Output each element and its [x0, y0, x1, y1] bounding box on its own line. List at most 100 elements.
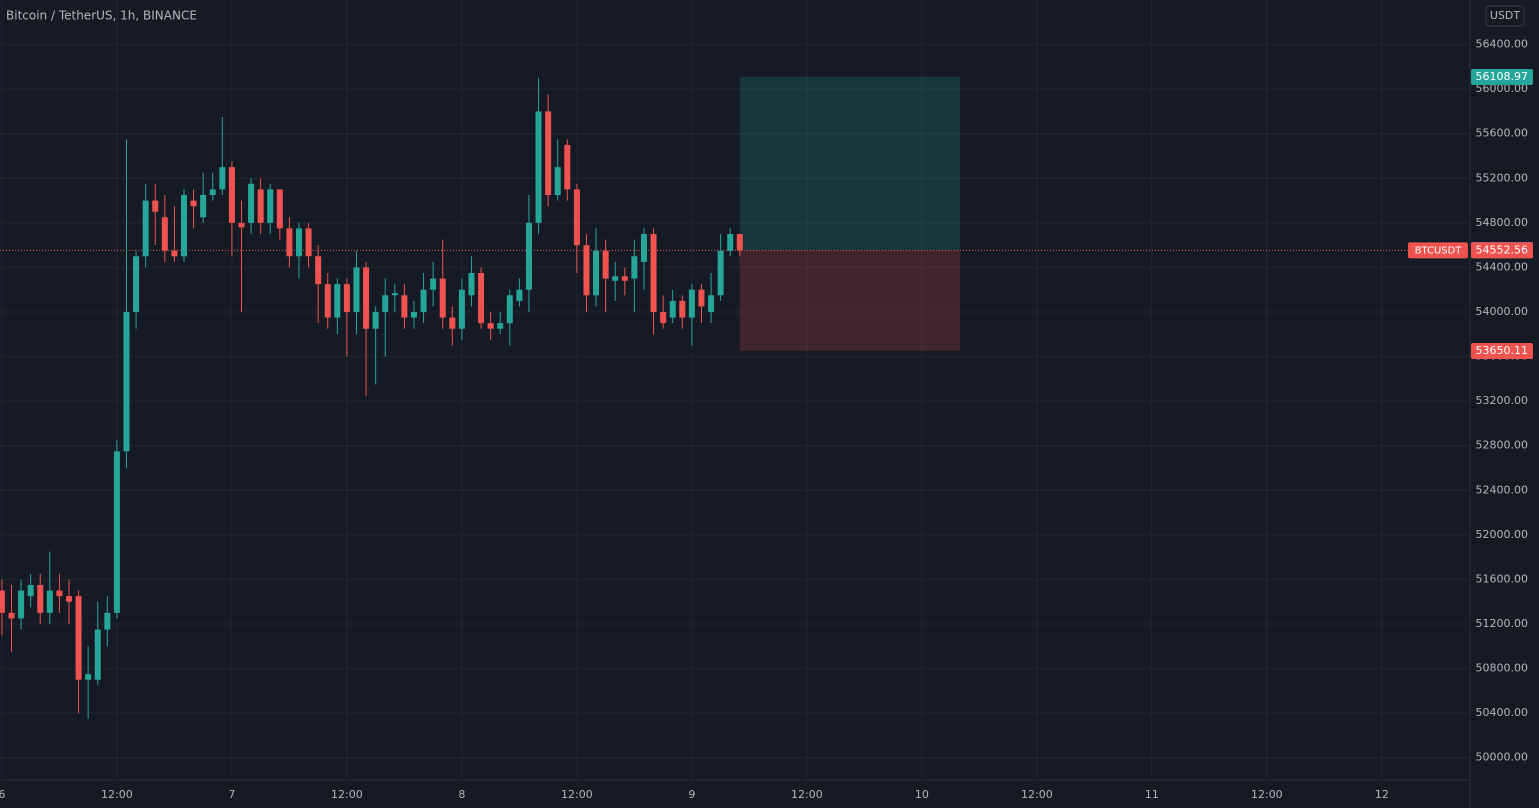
- candle-body: [219, 167, 226, 190]
- candle-body: [602, 250, 609, 279]
- candle-body: [439, 278, 446, 318]
- candle-body: [276, 189, 283, 229]
- candle-body: [315, 256, 322, 285]
- candle-body: [545, 111, 552, 195]
- y-tick-label: 52000.00: [1476, 528, 1529, 541]
- x-tick-label: 12:00: [561, 788, 593, 801]
- candle-body: [142, 200, 149, 257]
- x-tick-label: 7: [228, 788, 235, 801]
- y-tick-label: 56000.00: [1476, 82, 1529, 95]
- stop-zone: [739, 250, 961, 351]
- target-price-label-bg: [1471, 69, 1533, 86]
- candle-body: [248, 183, 255, 223]
- x-tick-label: 12:00: [1251, 788, 1283, 801]
- candle-body: [478, 273, 485, 324]
- candle-body: [305, 228, 312, 257]
- candle-body: [152, 200, 159, 212]
- candle-body: [228, 167, 235, 223]
- candle-body: [525, 222, 532, 290]
- candles: [0, 78, 743, 719]
- target-price-label: 56108.97: [1476, 70, 1529, 83]
- candle-body: [171, 250, 178, 257]
- candle-body: [497, 323, 504, 329]
- candle-body: [736, 234, 743, 251]
- x-tick-label: 12:00: [331, 788, 363, 801]
- candle-body: [660, 312, 667, 324]
- candle-body: [516, 289, 523, 301]
- y-tick-label: 55600.00: [1476, 127, 1529, 140]
- candle-body: [46, 590, 53, 613]
- candle-body: [324, 284, 331, 318]
- candle-body: [487, 323, 494, 329]
- candle-body: [113, 451, 120, 613]
- candle-body: [27, 585, 34, 597]
- x-tick-label: 6: [0, 788, 5, 801]
- target-zone: [739, 77, 961, 251]
- x-tick-label: 9: [688, 788, 695, 801]
- x-tick-label: 12:00: [1021, 788, 1053, 801]
- y-tick-label: 50400.00: [1476, 706, 1529, 719]
- y-tick-label: 54000.00: [1476, 305, 1529, 318]
- candle-body: [391, 293, 398, 296]
- x-tick-label: 8: [458, 788, 465, 801]
- chart-title: Bitcoin / TetherUS, 1h, BINANCE: [6, 9, 197, 23]
- y-tick-label: 52400.00: [1476, 483, 1529, 496]
- candle-body: [94, 629, 101, 680]
- candle-body: [564, 144, 571, 190]
- candle-body: [401, 295, 408, 318]
- candle-body: [458, 289, 465, 329]
- candle-body: [123, 312, 130, 452]
- candle-body: [650, 234, 657, 312]
- candle-body: [75, 596, 82, 680]
- candle-body: [161, 217, 168, 251]
- axes: 50000.00 50400.00 50800.00 51200.00 51600.00…: [0, 38, 1533, 801]
- candle-body: [56, 590, 63, 597]
- candle-body: [334, 284, 341, 318]
- candle-body: [698, 289, 705, 307]
- y-tick-label: 53200.00: [1476, 394, 1529, 407]
- candle-body: [0, 590, 5, 613]
- candle-body: [669, 300, 676, 318]
- last-price-label: 54552.56: [1476, 243, 1529, 256]
- position-boxes: [0, 77, 1470, 351]
- y-tick-label: 50800.00: [1476, 662, 1529, 675]
- candle-body: [727, 234, 734, 251]
- x-tick-label: 10: [915, 788, 929, 801]
- candle-body: [449, 317, 456, 329]
- candle-body: [18, 590, 25, 619]
- candle-body: [535, 111, 542, 223]
- candle-body: [267, 189, 274, 223]
- candle-body: [363, 267, 370, 329]
- stop-price-label: 53650.11: [1476, 344, 1529, 357]
- symbol-tag-bg: [1408, 242, 1468, 259]
- candle-body: [209, 189, 216, 195]
- y-tick-label: 55200.00: [1476, 171, 1529, 184]
- last-price-label-bg: [1471, 242, 1533, 259]
- candle-body: [65, 596, 72, 602]
- candle-body: [238, 222, 245, 228]
- candle-body: [343, 284, 350, 312]
- stop-price-label-bg: [1471, 342, 1533, 359]
- candle-body: [85, 674, 92, 680]
- candle-body: [583, 245, 590, 296]
- grid: [0, 0, 1470, 780]
- candle-body: [104, 612, 111, 630]
- candle-body: [200, 195, 207, 218]
- candle-body: [621, 276, 628, 281]
- candle-body: [640, 234, 647, 262]
- y-tick-label: 54800.00: [1476, 216, 1529, 229]
- candle-body: [286, 228, 293, 257]
- candle-body: [631, 256, 638, 279]
- y-tick-label: 52800.00: [1476, 439, 1529, 452]
- currency-button[interactable]: [1485, 5, 1525, 27]
- currency-label[interactable]: USDT: [1490, 9, 1521, 22]
- candle-body: [708, 295, 715, 312]
- candle-body: [180, 195, 187, 257]
- candle-body: [554, 167, 561, 195]
- candle-body: [593, 250, 600, 296]
- candle-body: [688, 289, 695, 318]
- x-tick-label: 12:00: [101, 788, 133, 801]
- candle-body: [506, 295, 513, 324]
- y-tick-label: 50000.00: [1476, 751, 1529, 764]
- candle-body: [468, 273, 475, 296]
